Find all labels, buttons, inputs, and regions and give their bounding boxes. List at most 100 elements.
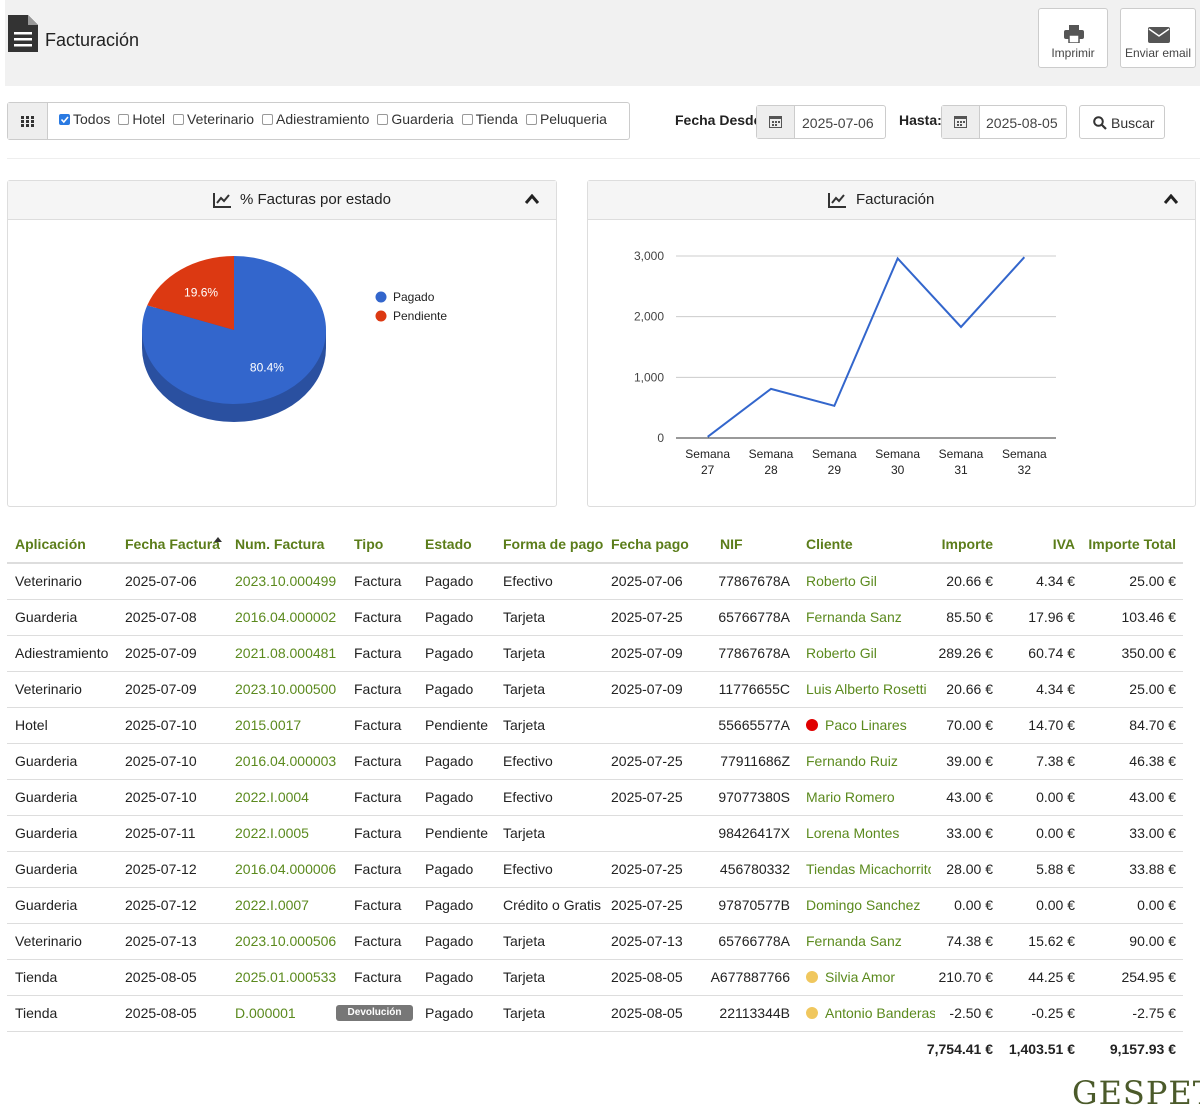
table-cell[interactable]: Mario Romero bbox=[806, 789, 895, 805]
column-header[interactable]: Fecha Factura bbox=[125, 536, 220, 552]
x-tick-label: Semana 30 bbox=[875, 447, 920, 477]
table-cell[interactable]: 2022.I.0007 bbox=[235, 897, 309, 913]
app-checkbox[interactable]: Guarderia bbox=[377, 111, 454, 127]
logo: GESPET bbox=[1072, 1074, 1200, 1112]
row-rule bbox=[7, 851, 1183, 852]
table-cell: 9,157.93 € bbox=[1109, 1041, 1176, 1057]
column-header: Estado bbox=[425, 536, 472, 552]
table-cell: 39.00 € bbox=[946, 753, 993, 769]
table-cell: 33.00 € bbox=[946, 825, 993, 841]
table-cell: Efectivo bbox=[503, 753, 553, 769]
grid-icon bbox=[21, 116, 34, 127]
app-checkbox[interactable]: Todos bbox=[59, 111, 110, 127]
table-cell[interactable]: Fernando Ruiz bbox=[806, 753, 898, 769]
table-cell: 46.38 € bbox=[1129, 753, 1176, 769]
app-checkbox[interactable]: Peluqueria bbox=[525, 111, 607, 127]
search-button[interactable]: Buscar bbox=[1079, 105, 1165, 139]
table-cell: Pagado bbox=[425, 789, 474, 805]
table-cell[interactable]: Roberto Gil bbox=[806, 573, 877, 589]
table-cell: Tarjeta bbox=[503, 969, 546, 985]
table-cell[interactable]: 2025.01.000533 bbox=[235, 969, 337, 985]
table-cell[interactable]: Antonio Banderas bbox=[825, 1005, 935, 1021]
table-cell: Tienda bbox=[15, 969, 58, 985]
table-cell: Factura bbox=[354, 681, 402, 697]
table-cell[interactable]: Fernanda Sanz bbox=[806, 609, 902, 625]
table-cell: Pagado bbox=[425, 681, 474, 697]
table-cell[interactable]: Roberto Gil bbox=[806, 645, 877, 661]
app-checkbox[interactable]: Tienda bbox=[461, 111, 518, 127]
table-cell[interactable]: Silvia Amor bbox=[825, 969, 896, 985]
table-cell: 2025-07-06 bbox=[611, 573, 683, 589]
print-button[interactable]: Imprimir bbox=[1038, 8, 1108, 68]
table-cell: 2025-07-08 bbox=[125, 609, 197, 625]
from-date-input[interactable]: 2025-07-06 bbox=[756, 105, 886, 139]
to-date-input[interactable]: 2025-08-05 bbox=[941, 105, 1067, 139]
table-cell: Factura bbox=[354, 861, 402, 877]
table-cell[interactable]: Lorena Montes bbox=[806, 825, 900, 841]
printer-icon bbox=[1064, 25, 1084, 43]
table-cell[interactable]: Luis Alberto Rosetti bbox=[806, 681, 927, 697]
table-cell[interactable]: 2023.10.000500 bbox=[235, 681, 337, 697]
table-cell[interactable]: 2022.I.0005 bbox=[235, 825, 309, 841]
app-checkbox[interactable]: Adiestramiento bbox=[261, 111, 369, 127]
collapse-icon[interactable] bbox=[525, 194, 539, 204]
table-cell: Guarderia bbox=[15, 861, 78, 877]
table-cell[interactable]: Fernanda Sanz bbox=[806, 933, 902, 949]
table-cell: Pagado bbox=[425, 1005, 474, 1021]
table-cell: 2025-07-09 bbox=[611, 645, 683, 661]
table-cell[interactable]: 2021.08.000481 bbox=[235, 645, 337, 661]
panel-header: % Facturas por estado bbox=[8, 181, 556, 220]
table-cell: 84.70 € bbox=[1129, 717, 1176, 733]
column-header: Importe Total bbox=[1088, 536, 1176, 552]
table-cell[interactable]: Paco Linares bbox=[825, 717, 907, 733]
column-header: NIF bbox=[720, 536, 743, 552]
table-cell: 2025-08-05 bbox=[125, 1005, 197, 1021]
table-cell[interactable]: Tiendas Micachorrito bbox=[806, 861, 931, 877]
table-cell: 5.88 € bbox=[1036, 861, 1075, 877]
header-bar bbox=[5, 0, 1200, 86]
table-cell: 65766778A bbox=[718, 933, 790, 949]
to-label: Hasta: bbox=[899, 112, 942, 128]
table-cell[interactable]: Domingo Sanchez bbox=[806, 897, 921, 913]
table-cell: Factura bbox=[354, 825, 402, 841]
table-cell[interactable]: D.000001 bbox=[235, 1005, 296, 1021]
table-cell: 0.00 € bbox=[1036, 789, 1075, 805]
app-checkbox[interactable]: Hotel bbox=[118, 111, 165, 127]
calendar-addon bbox=[942, 106, 980, 138]
table-cell: 14.70 € bbox=[1028, 717, 1075, 733]
table-cell[interactable]: 2016.04.000003 bbox=[235, 753, 337, 769]
column-header: Forma de pago bbox=[503, 536, 604, 552]
panel-title: % Facturas por estado bbox=[240, 191, 391, 208]
table-cell: 85.50 € bbox=[946, 609, 993, 625]
table-cell[interactable]: 2016.04.000006 bbox=[235, 861, 337, 877]
table-cell: 60.74 € bbox=[1028, 645, 1075, 661]
table-cell: 33.88 € bbox=[1129, 861, 1176, 877]
table-cell: 2025-08-05 bbox=[611, 1005, 683, 1021]
table-cell[interactable]: 2023.10.000506 bbox=[235, 933, 337, 949]
table-cell: Efectivo bbox=[503, 573, 553, 589]
table-cell: 2025-07-12 bbox=[125, 861, 197, 877]
table-cell: Pagado bbox=[425, 897, 474, 913]
checkbox bbox=[525, 113, 537, 125]
email-button[interactable]: Enviar email bbox=[1120, 8, 1196, 68]
table-cell: 103.46 € bbox=[1121, 609, 1177, 625]
table-cell: Tarjeta bbox=[503, 609, 546, 625]
table-cell: 11776655C bbox=[718, 681, 790, 697]
grid-button[interactable] bbox=[8, 103, 48, 139]
table-cell[interactable]: 2022.I.0004 bbox=[235, 789, 309, 805]
button-label: Imprimir bbox=[1051, 46, 1095, 60]
slice-label: 80.4% bbox=[250, 360, 284, 374]
app-checkbox[interactable]: Veterinario bbox=[173, 111, 254, 127]
x-tick-label: Semana 27 bbox=[685, 447, 730, 477]
table-cell: Tarjeta bbox=[503, 681, 546, 697]
table-cell[interactable]: 2015.0017 bbox=[235, 717, 302, 733]
table-cell: 2025-07-12 bbox=[125, 897, 197, 913]
collapse-icon[interactable] bbox=[1164, 194, 1178, 204]
panel-title: Facturación bbox=[856, 191, 935, 208]
table-cell: 0.00 € bbox=[1137, 897, 1176, 913]
table-cell: Guarderia bbox=[15, 789, 78, 805]
table-cell[interactable]: 2016.04.000002 bbox=[235, 609, 337, 625]
table-cell[interactable]: 2023.10.000499 bbox=[235, 573, 337, 589]
row-rule bbox=[7, 1031, 1183, 1032]
table-cell: Pagado bbox=[425, 645, 474, 661]
